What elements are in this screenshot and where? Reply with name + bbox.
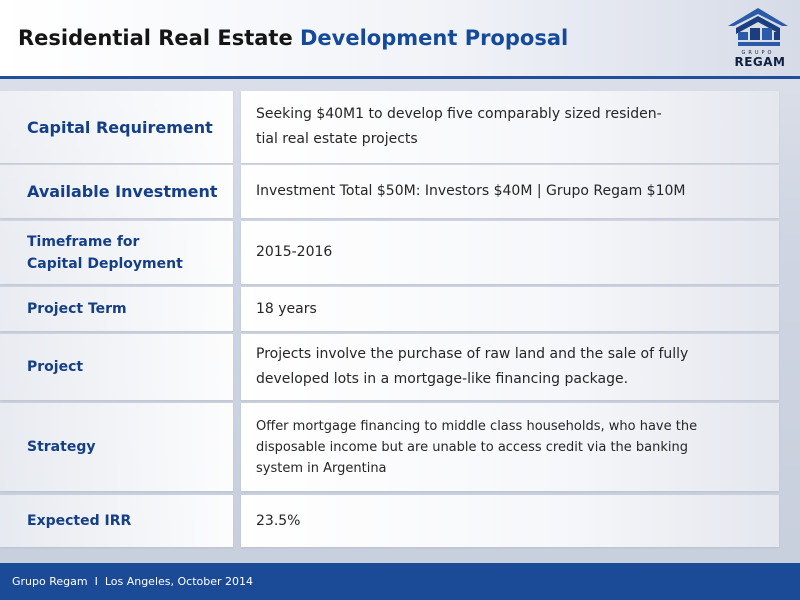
footer-text: Grupo Regam I Los Angeles, October 2014 — [12, 575, 254, 588]
row-value: 18 years — [256, 300, 317, 317]
row-label: Expected IRR — [27, 513, 132, 529]
row-label: Timeframe for Capital Deployment — [27, 233, 183, 272]
page-title: Residential Real Estate Development Prop… — [18, 26, 568, 50]
table-row: Available Investment Investment Total $5… — [0, 165, 800, 218]
logo-name: REGAM — [734, 55, 786, 69]
grupo-regam-logo: GRUPO — [728, 8, 788, 56]
row-label: Available Investment — [27, 182, 218, 201]
table-row: Expected IRR 23.5% — [0, 495, 800, 547]
slide-header: Residential Real Estate Development Prop… — [0, 0, 800, 76]
slide-footer: Grupo Regam I Los Angeles, October 2014 — [0, 563, 800, 600]
title-part-1: Residential Real Estate — [18, 26, 293, 50]
title-part-2: Development Proposal — [300, 26, 569, 50]
row-label: Strategy — [27, 439, 96, 455]
table-row: Project Projects involve the purchase of… — [0, 334, 800, 400]
table-row: Capital Requirement Seeking $40M1 to dev… — [0, 91, 800, 163]
row-value: Seeking $40M1 to develop five comparably… — [256, 106, 662, 147]
header-divider — [0, 76, 800, 79]
row-label: Capital Requirement — [27, 117, 213, 137]
table-row: Strategy Offer mortgage financing to mid… — [0, 403, 800, 491]
row-value: Offer mortgage financing to middle class… — [256, 418, 698, 476]
row-value: 2015-2016 — [256, 244, 333, 260]
svg-text:GRUPO: GRUPO — [742, 50, 775, 56]
row-value: 23.5% — [256, 513, 301, 529]
row-label: Project Term — [27, 301, 127, 317]
row-value: Projects involve the purchase of raw lan… — [256, 346, 689, 387]
table-row: Timeframe for Capital Deployment 2015-20… — [0, 221, 800, 284]
table-row: Project Term 18 years — [0, 287, 800, 331]
row-value: Investment Total $50M: Investors $40M | … — [256, 183, 686, 199]
row-label: Project — [27, 359, 84, 375]
